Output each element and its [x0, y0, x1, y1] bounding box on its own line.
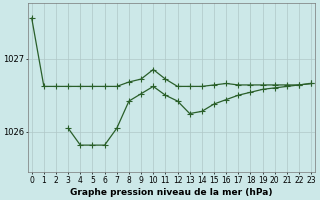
X-axis label: Graphe pression niveau de la mer (hPa): Graphe pression niveau de la mer (hPa) — [70, 188, 273, 197]
